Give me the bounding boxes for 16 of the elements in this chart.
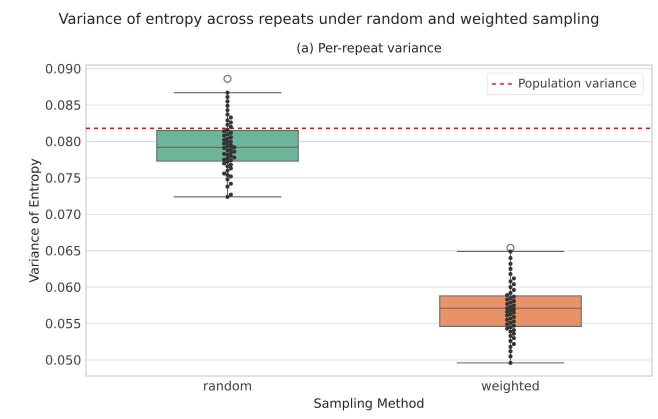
legend-label: Population variance	[519, 78, 636, 90]
y-tick-label: 0.080	[46, 136, 80, 146]
y-tick-label: 0.060	[46, 282, 80, 292]
y-tick-label: 0.090	[46, 64, 80, 74]
x-tick-label: random	[204, 380, 252, 391]
y-tick-label: 0.085	[46, 100, 80, 110]
y-tick-label: 0.075	[46, 173, 80, 183]
x-tick-label: weighted	[482, 380, 539, 393]
y-tick-label: 0.050	[46, 355, 80, 365]
y-axis-title: Variance of Entropy	[28, 158, 42, 282]
y-tick-label: 0.055	[46, 318, 80, 328]
chart-subtitle: (a) Per-repeat variance	[297, 42, 442, 55]
chart-title: Variance of entropy across repeats under random and weighted sampling	[58, 12, 598, 27]
x-axis-title: Sampling Method	[314, 398, 424, 410]
y-tick-label: 0.065	[46, 246, 80, 256]
y-tick-label: 0.070	[46, 210, 80, 220]
